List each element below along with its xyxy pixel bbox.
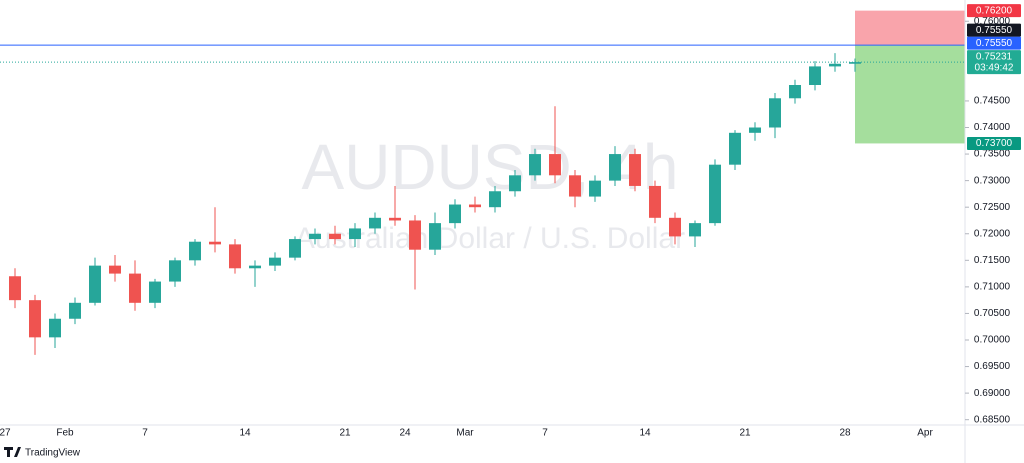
candle-body	[29, 300, 41, 338]
candle-body	[149, 281, 161, 303]
candle-body	[769, 98, 781, 128]
logo: TradingView	[4, 447, 81, 459]
y-tick-label: 0.72500	[974, 202, 1011, 213]
candle-body	[329, 233, 341, 240]
x-tick-label: 21	[739, 428, 751, 439]
candle-body	[809, 66, 821, 85]
candle-body	[389, 217, 401, 221]
candle-body	[789, 85, 801, 99]
candle-body	[629, 154, 641, 186]
candle-body	[229, 244, 241, 269]
candle-body	[849, 62, 861, 64]
candle-body	[709, 164, 721, 224]
candle-body	[209, 241, 221, 245]
x-tick-label: 7	[142, 428, 148, 439]
logo-icon	[4, 447, 21, 457]
candle-body	[89, 265, 101, 303]
y-tick-label: 0.71000	[974, 282, 1011, 293]
candle-body	[169, 260, 181, 282]
stop-zone	[855, 10, 965, 46]
stop-label-text: 0.76200	[976, 5, 1013, 16]
x-tick-label: Apr	[917, 428, 933, 439]
candle-body	[109, 265, 121, 274]
x-tick-label: 7	[542, 428, 548, 439]
candle-body	[269, 257, 281, 266]
candle-body	[829, 63, 841, 67]
candle-body	[549, 154, 561, 176]
logo-text: TradingView	[25, 448, 81, 459]
plot-area	[0, 10, 965, 355]
y-tick-label: 0.72000	[974, 228, 1011, 239]
target-label-text: 0.73700	[976, 138, 1013, 149]
x-tick-label: 14	[639, 428, 651, 439]
entry-label-text: 0.75550	[976, 38, 1013, 49]
x-tick-label: 28	[839, 428, 851, 439]
candle-body	[529, 154, 541, 176]
x-tick-label: Feb	[56, 428, 74, 439]
candle-body	[289, 239, 301, 258]
candle-body	[669, 217, 681, 237]
y-tick-label: 0.73000	[974, 175, 1011, 186]
candle-body	[309, 233, 321, 240]
x-tick-label: 27	[0, 428, 11, 439]
candle-body	[589, 180, 601, 197]
candle-body	[249, 265, 261, 269]
candle-body	[129, 273, 141, 303]
x-tick-label: 14	[239, 428, 251, 439]
candle-body	[189, 241, 201, 261]
last-price-label-countdown: 03:49:42	[975, 63, 1014, 74]
candle-body	[649, 185, 661, 218]
candle-body	[409, 220, 421, 250]
candle-body	[509, 175, 521, 192]
y-tick-label: 0.74500	[974, 96, 1011, 107]
y-tick-label: 0.70500	[974, 308, 1011, 319]
candle-body	[9, 276, 21, 301]
target-label-box	[967, 136, 1021, 150]
y-tick-label: 0.68500	[974, 414, 1011, 425]
candle-body	[349, 228, 361, 240]
candle-body	[369, 217, 381, 229]
stop-label-box	[967, 4, 1021, 18]
candle-body	[489, 191, 501, 208]
alert-label-box	[967, 23, 1021, 37]
y-tick-label: 0.76000	[974, 16, 1011, 27]
x-tick-label: Mar	[456, 428, 474, 439]
alert-label-text: 0.75550	[976, 25, 1013, 36]
x-tick-label: 24	[399, 428, 411, 439]
y-tick-label: 0.73500	[974, 149, 1011, 160]
last-price-label-box	[967, 50, 1021, 75]
y-tick-label: 0.69000	[974, 388, 1011, 399]
y-tick-label: 0.70000	[974, 335, 1011, 346]
candle-body	[429, 223, 441, 250]
y-tick-label: 0.71500	[974, 255, 1011, 266]
entry-label-box	[967, 36, 1021, 50]
candle-body	[749, 127, 761, 133]
candle-body	[569, 175, 581, 197]
candle-body	[449, 204, 461, 224]
candle-body	[469, 204, 481, 208]
candle-body	[729, 132, 741, 165]
last-price-label-text: 0.75231	[976, 52, 1013, 63]
candle-body	[689, 223, 701, 237]
target-zone	[855, 45, 965, 144]
candle-body	[69, 302, 81, 319]
y-tick-label: 0.74000	[974, 122, 1011, 133]
x-tick-label: 21	[339, 428, 351, 439]
candle-body	[49, 318, 61, 338]
y-tick-label: 0.69500	[974, 361, 1011, 372]
candle-body	[609, 154, 621, 181]
